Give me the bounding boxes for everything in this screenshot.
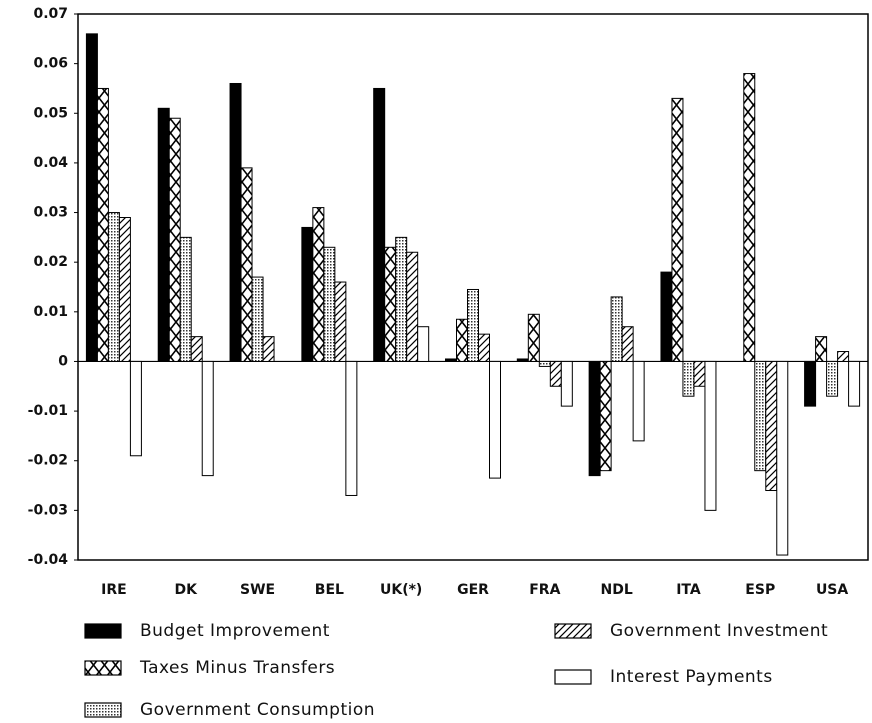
bar (301, 226, 314, 362)
bar (118, 217, 131, 362)
y-tick-label: 0 (58, 353, 68, 369)
x-tick-label: ITA (676, 582, 701, 598)
bar (240, 167, 253, 362)
y-tick-label: 0.07 (33, 6, 68, 22)
x-tick-label: IRE (101, 582, 127, 598)
x-tick-label: FRA (529, 582, 560, 598)
legend-label: Government Consumption (140, 700, 375, 720)
x-tick-label: UK(*) (380, 582, 422, 598)
bar (776, 360, 789, 556)
bar (190, 336, 203, 362)
bar (157, 107, 170, 362)
bar (693, 360, 706, 387)
legend-swatch (84, 660, 122, 676)
bar (632, 360, 645, 442)
legend-label: Budget Improvement (140, 621, 330, 641)
x-tick-label: GER (457, 582, 489, 598)
bar (682, 360, 695, 397)
bar (229, 82, 242, 362)
bar (323, 246, 336, 362)
y-tick-label: 0.03 (33, 205, 68, 221)
y-tick-label: -0.01 (28, 403, 68, 419)
bar (478, 333, 490, 362)
bar (610, 296, 623, 362)
legend-swatch (84, 702, 122, 718)
x-tick-label: BEL (315, 582, 344, 598)
x-tick-label: SWE (240, 582, 275, 598)
bar (848, 360, 861, 407)
bar (560, 360, 573, 407)
y-tick-label: 0.06 (33, 56, 68, 72)
bar (251, 276, 264, 362)
bar (85, 33, 98, 362)
bar (373, 87, 386, 362)
legend-label: Taxes Minus Transfers (139, 658, 335, 678)
y-tick-label: -0.03 (28, 502, 68, 518)
bar (538, 360, 551, 367)
bar (754, 360, 767, 472)
bar (334, 281, 347, 362)
x-tick-label: ESP (745, 582, 775, 598)
bar (467, 288, 479, 362)
bar (406, 251, 419, 362)
x-tick-label: NDL (601, 582, 633, 598)
bar (107, 212, 120, 362)
bar (96, 87, 109, 362)
bar (704, 360, 717, 511)
bar (826, 360, 839, 397)
y-tick-label: 0.05 (33, 105, 68, 121)
plot-frame (77, 13, 869, 561)
bar (671, 97, 684, 362)
y-tick-label: 0.02 (33, 254, 68, 270)
bar (262, 336, 275, 362)
y-tick-label: 0.01 (33, 304, 68, 320)
bar (201, 360, 214, 477)
bar (129, 360, 142, 457)
bar (489, 360, 501, 479)
bar (384, 246, 397, 362)
x-tick-label: DK (174, 582, 198, 598)
y-tick-label: -0.02 (28, 453, 68, 469)
bar (516, 358, 529, 362)
x-tick-label: USA (816, 582, 848, 598)
y-tick-label: 0.04 (33, 155, 68, 171)
legend-label: Interest Payments (610, 667, 773, 687)
bar (312, 207, 325, 362)
bar (765, 360, 778, 492)
bar (743, 73, 756, 362)
legend-label: Government Investment (610, 621, 828, 641)
bar (588, 360, 601, 477)
bar (417, 326, 430, 362)
bar (599, 360, 612, 472)
legend-swatch (554, 669, 592, 685)
bar (179, 236, 192, 362)
bar (395, 236, 408, 362)
bar (815, 336, 828, 362)
legend-swatch (554, 623, 592, 639)
bar (549, 360, 562, 387)
bar (168, 117, 181, 362)
bar (804, 360, 817, 407)
bar (345, 360, 358, 496)
bar (837, 351, 850, 362)
legend-swatch (84, 623, 122, 639)
bar (527, 313, 540, 362)
bar (660, 271, 673, 362)
bar (621, 326, 634, 362)
bar (445, 358, 457, 362)
bar (456, 318, 468, 362)
y-tick-label: -0.04 (28, 552, 69, 568)
